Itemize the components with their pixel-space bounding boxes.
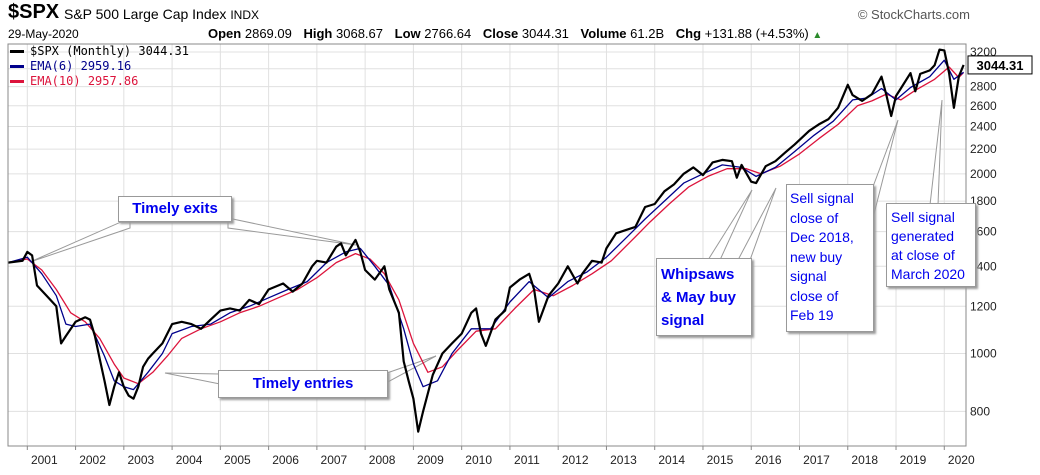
callout-whipsaws: Whipsaws & May buy signal (656, 258, 752, 336)
legend-ema6: EMA(6) 2959.16 (10, 59, 189, 74)
dec2018-line-6: close of (790, 287, 839, 304)
whipsaws-line-1: Whipsaws (661, 266, 735, 283)
chg-value: +131.88 (+4.53%) (704, 26, 809, 41)
legend-ema6-name: EMA(6) (30, 59, 74, 73)
legend-ema10: EMA(10) 2957.86 (10, 74, 189, 89)
x-tick-label-2013: 2013 (610, 453, 637, 467)
dec2018-line-5: signal (790, 268, 827, 284)
chg-label: Chg (675, 26, 702, 41)
chg-arrow-icon: ▲ (812, 30, 823, 41)
low-value: 2766.64 (424, 26, 472, 41)
callout-sell-mar-2020: Sell signal generated at close of March … (886, 203, 976, 287)
legend-ema6-value: 2959.16 (80, 59, 132, 73)
mar2020-line-1: Sell signal (891, 209, 955, 225)
whipsaws-line-2: & May buy (661, 289, 737, 306)
last-value-box (967, 55, 1033, 75)
axes: 800 1000 1200 1400 1600 1800 2000 2200 2400 2600 2… (7, 43, 997, 467)
dec2018-line-2: close of (790, 209, 839, 226)
y-tick-label-2600: 2600 (970, 99, 997, 113)
stockcharts-credit[interactable]: © StockCharts.com (857, 7, 970, 22)
y-tick-label-1600: 1600 (970, 225, 997, 239)
last-value-label: 3044.31 (967, 55, 1033, 75)
y-tick-label-2400: 2400 (970, 120, 997, 134)
x-tick-label-2007: 2007 (321, 453, 348, 467)
legend-swatch-ema10 (10, 80, 24, 83)
series-line-ema6 (7, 59, 964, 391)
x-tick-label-2001: 2001 (31, 453, 58, 467)
y-tick-label-1200: 1200 (970, 299, 997, 313)
legend-ema10-value: 2957.86 (87, 74, 139, 88)
x-tick-label-2010: 2010 (465, 453, 492, 467)
pointer-exit-2001 (29, 217, 131, 263)
high-label: High (303, 26, 333, 41)
x-tick-label-2018: 2018 (851, 453, 878, 467)
open-value: 2869.09 (244, 26, 292, 41)
legend: $SPX (Monthly) 3044.31 EMA(6) 2959.16 EM… (10, 44, 189, 89)
y-tick-label-800: 800 (970, 404, 990, 418)
x-tick-label-2011: 2011 (514, 453, 540, 467)
y-tick-label-2000: 2000 (970, 167, 997, 181)
dec2018-line-1: Sell signal (790, 190, 854, 206)
x-tick-label-2017: 2017 (803, 453, 830, 467)
x-tick-label-2005: 2005 (224, 453, 251, 467)
x-tick-label-2012: 2012 (562, 453, 589, 467)
mar2020-line-3: at close of (891, 247, 955, 263)
close-value: 3044.31 (521, 26, 569, 41)
x-tick-label-2006: 2006 (272, 453, 299, 467)
legend-swatch-ema6 (10, 65, 24, 68)
pointer-exit-2007 (227, 217, 357, 246)
low-label: Low (394, 26, 421, 41)
exchange: INDX (230, 8, 259, 22)
dec2018-line-4: new buy (790, 248, 843, 265)
volume-label: Volume (580, 26, 627, 41)
y-tick-label-1400: 1400 (970, 259, 997, 273)
legend-ema10-name: EMA(10) (30, 74, 81, 88)
x-tick-label-2004: 2004 (176, 453, 203, 467)
pointer-mar-2020 (929, 99, 943, 206)
legend-price-value: 3044.31 (138, 44, 189, 58)
x-tick-label-2019: 2019 (900, 453, 927, 467)
annotation-pointers (29, 99, 943, 385)
x-tick-label-2016: 2016 (755, 453, 782, 467)
index-name-text: S&P 500 Large Cap Index (64, 6, 227, 22)
symbol: $SPX (8, 1, 60, 23)
x-tick-label-2014: 2014 (658, 453, 685, 467)
dec2018-line-3: Dec 2018, (790, 229, 854, 245)
y-tick-label-2800: 2800 (970, 80, 997, 94)
pointer-entry-2003 (164, 372, 221, 385)
x-tick-label-2020: 2020 (948, 453, 975, 467)
x-tick-label-2009: 2009 (417, 453, 444, 467)
x-tick-label-2015: 2015 (707, 453, 734, 467)
whipsaws-line-3: signal (661, 312, 705, 329)
pointer-whipsaw-2 (737, 187, 777, 261)
dec2018-line-7: Feb 19 (790, 307, 834, 323)
series-line-ema10 (7, 66, 965, 385)
series-line-price (7, 48, 965, 433)
mar2020-line-2: generated (891, 228, 955, 244)
quote-date: 29-May-2020 (8, 27, 79, 41)
series-lines (7, 48, 965, 433)
y-tick-label-1000: 1000 (970, 347, 997, 361)
last-value-text: 3044.31 (977, 58, 1024, 73)
pointer-entry-2009 (383, 355, 437, 385)
ohlc-readout: Open 2869.09 High 3068.67 Low 2766.64 Cl… (208, 26, 822, 41)
mar2020-line-4: March 2020 (891, 266, 965, 282)
volume-value: 61.2B (630, 26, 665, 41)
index-name: S&P 500 Large Cap Index INDX (64, 6, 259, 22)
high-value: 3068.67 (336, 26, 383, 41)
legend-price: $SPX (Monthly) 3044.31 (10, 44, 189, 59)
legend-price-name: $SPX (Monthly) (30, 44, 132, 58)
legend-swatch-price (10, 50, 24, 53)
callout-sell-dec-2018: Sell signal close of Dec 2018, new buy s… (786, 184, 874, 332)
y-tick-label-2200: 2200 (970, 142, 997, 156)
open-label: Open (208, 26, 242, 41)
x-tick-label-2002: 2002 (79, 453, 106, 467)
y-tick-label-1800: 1800 (970, 194, 997, 208)
close-label: Close (482, 26, 519, 41)
callout-timely-exits: Timely exits (118, 196, 232, 222)
x-tick-label-2008: 2008 (369, 453, 396, 467)
callout-timely-entries: Timely entries (218, 370, 388, 398)
x-tick-label-2003: 2003 (127, 453, 154, 467)
